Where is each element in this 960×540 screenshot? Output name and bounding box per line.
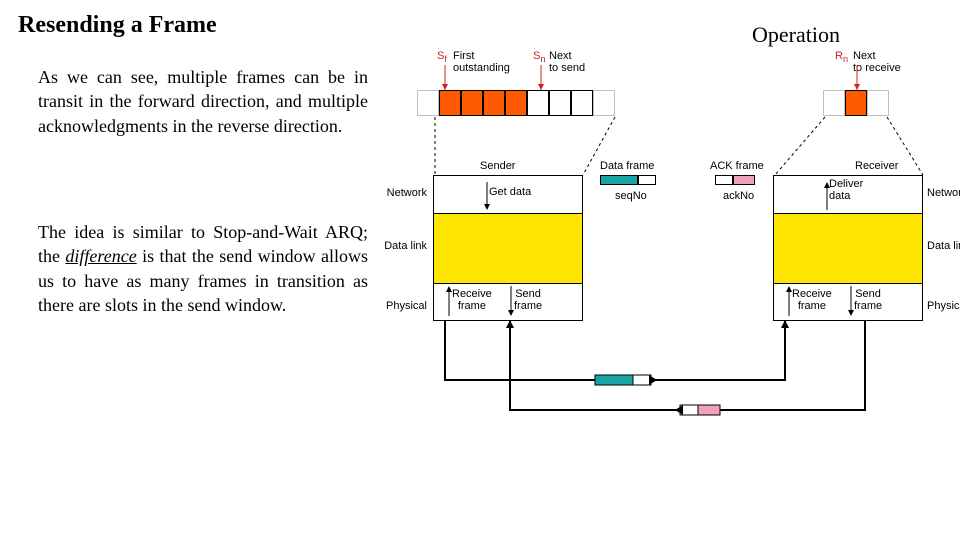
para2-emphasis: difference [65, 246, 136, 266]
send-frame-l: Send frame [514, 288, 542, 312]
arrow-down-icon [482, 182, 492, 210]
receiver-physical-layer: Receive frame Send frame [773, 283, 923, 321]
paragraph-1: As we can see, multiple frames can be in… [38, 65, 368, 138]
ackno-label: ackNo [723, 190, 754, 202]
right-datalink-label: Data link [927, 240, 960, 252]
channel-lines [405, 320, 945, 440]
receiver-stack: Deliver data Receive frame Send frame [773, 175, 923, 321]
receiver-network-layer: Deliver data [773, 175, 923, 213]
data-frame-label: Data frame [600, 160, 654, 172]
receive-frame-l: Receive frame [452, 288, 492, 312]
receive-frame-r: Receive frame [792, 288, 832, 312]
arrow-down-icon [506, 286, 516, 316]
left-datalink-label: Data link [377, 240, 427, 252]
right-physical-label: Physical [927, 300, 960, 312]
deliver-data-label: Deliver data [829, 178, 863, 202]
page-title: Resending a Frame [18, 12, 217, 39]
send-frame-r: Send frame [854, 288, 882, 312]
right-network-label: Network [927, 187, 960, 199]
operation-diagram: Sf First outstanding Sn Next to send Rn … [405, 50, 945, 470]
sender-physical-layer: Receive frame Send frame [433, 283, 583, 321]
sender-pointer-lines [405, 50, 645, 95]
sender-network-layer: Get data [433, 175, 583, 213]
left-physical-label: Physical [377, 300, 427, 312]
get-data-label: Get data [489, 186, 531, 198]
operation-heading: Operation [752, 22, 840, 48]
sender-stack: Get data Receive frame Send frame [433, 175, 583, 321]
seqno-label: seqNo [615, 190, 647, 202]
arrow-up-icon [784, 286, 794, 316]
arrow-down-icon [846, 286, 856, 316]
arrow-up-icon [822, 182, 832, 210]
sender-datalink-layer [433, 213, 583, 283]
receiver-pointer-lines [805, 50, 925, 95]
paragraph-2: The idea is similar to Stop-and-Wait ARQ… [38, 220, 368, 317]
left-network-label: Network [377, 187, 427, 199]
receiver-datalink-layer [773, 213, 923, 283]
ack-frame-label: ACK frame [710, 160, 764, 172]
arrow-up-icon [444, 286, 454, 316]
